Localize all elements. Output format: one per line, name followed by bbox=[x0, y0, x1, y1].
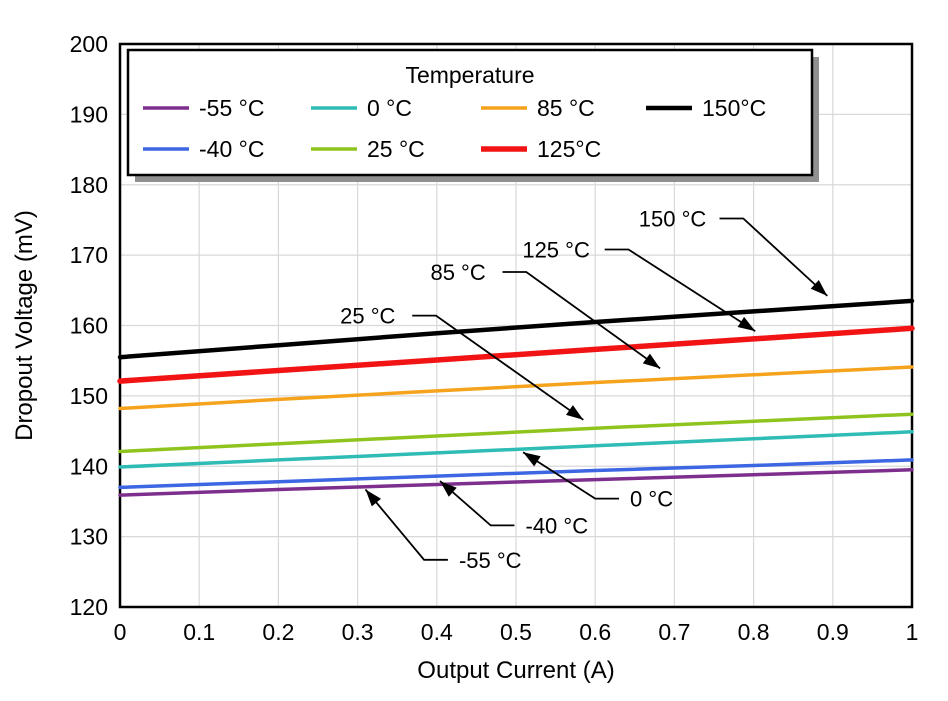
y-tick-label: 190 bbox=[70, 101, 108, 127]
x-tick-label: 0.4 bbox=[421, 619, 453, 645]
x-tick-label: 0.2 bbox=[262, 619, 294, 645]
annotation-arrowhead bbox=[642, 353, 661, 369]
series-line-25C bbox=[118, 412, 914, 454]
legend-entry-label: 0 °C bbox=[367, 95, 412, 121]
x-tick-label: 0.6 bbox=[579, 619, 611, 645]
y-tick-label: 160 bbox=[70, 313, 108, 339]
x-tick-label: 0 bbox=[114, 619, 127, 645]
legend-entry-label: -40 °C bbox=[199, 136, 264, 162]
annotation-leader-line bbox=[719, 217, 828, 297]
legend-entry-label: 125°C bbox=[537, 136, 601, 162]
annotation-leader-line bbox=[604, 248, 756, 332]
x-axis-label: Output Current (A) bbox=[417, 657, 614, 684]
y-tick-label: 150 bbox=[70, 383, 108, 409]
annotation-arrowhead bbox=[440, 481, 457, 497]
y-tick-label: 180 bbox=[70, 172, 108, 198]
series-lines bbox=[117, 298, 915, 497]
y-tick-label: 120 bbox=[70, 594, 108, 620]
series-line--40C bbox=[118, 458, 914, 490]
annotation-label: 125 °C bbox=[522, 237, 590, 262]
y-tick-label: 140 bbox=[70, 453, 108, 479]
legend-title: Temperature bbox=[405, 62, 534, 88]
annotation-arrowhead bbox=[365, 489, 381, 507]
legend-entry-label: 150°C bbox=[702, 95, 766, 121]
x-tick-label: 0.1 bbox=[183, 619, 215, 645]
y-axis-label: Dropout Voltage (mV) bbox=[11, 210, 38, 441]
annotations: 150 °C 125 °C 85 °C 25 °C 0 °C -40 °C-55 °C bbox=[340, 207, 828, 573]
legend-entry-label: -55 °C bbox=[199, 95, 264, 121]
x-tick-label: 0.9 bbox=[817, 619, 849, 645]
y-tick-label: 130 bbox=[70, 524, 108, 550]
annotation-label: -40 °C bbox=[526, 513, 589, 538]
annotation-arrowhead bbox=[566, 405, 584, 420]
annotation-arrowhead bbox=[810, 280, 828, 296]
annotation-label: 25 °C bbox=[340, 304, 395, 329]
annotation-label: -55 °C bbox=[459, 548, 522, 573]
annotation-arrowhead bbox=[523, 452, 541, 467]
legend: Temperature -55 °C 0 °C 85 °C 150°C -40 °C 25 … bbox=[126, 48, 819, 182]
series-line-125C bbox=[117, 325, 915, 384]
annotation-label: 150 °C bbox=[639, 207, 707, 232]
annotation-leader-line bbox=[364, 488, 448, 561]
x-tick-label: 0.5 bbox=[500, 619, 532, 645]
annotation-label: 85 °C bbox=[430, 260, 485, 285]
annotation-leader-line bbox=[439, 480, 515, 527]
annotation-leader-line bbox=[412, 314, 584, 421]
x-tick-label: 0.3 bbox=[342, 619, 374, 645]
legend-entry-label: 85 °C bbox=[537, 95, 595, 121]
series-line-85C bbox=[118, 365, 914, 411]
series-line--55C bbox=[118, 468, 914, 497]
annotation-label: 0 °C bbox=[630, 487, 673, 512]
x-tick-label: 1 bbox=[906, 619, 919, 645]
plot-border bbox=[118, 42, 914, 609]
legend-entry-label: 25 °C bbox=[367, 136, 425, 162]
y-tick-label: 200 bbox=[70, 31, 108, 57]
x-tick-label: 0.8 bbox=[738, 619, 770, 645]
y-tick-label: 170 bbox=[70, 242, 108, 268]
series-line-0C bbox=[118, 430, 914, 469]
legend-box bbox=[126, 48, 814, 177]
annotation-leader-line bbox=[522, 451, 619, 500]
series-line-150C bbox=[117, 298, 915, 360]
x-tick-label: 0.7 bbox=[658, 619, 690, 645]
tick-labels: 0 0.1 0.2 0.3 0.4 0.5 0.6 0.7 0.8 0.9 1 120 130 140 15… bbox=[70, 31, 919, 645]
annotation-arrowhead bbox=[737, 316, 756, 332]
annotation-leader-line bbox=[502, 271, 661, 370]
